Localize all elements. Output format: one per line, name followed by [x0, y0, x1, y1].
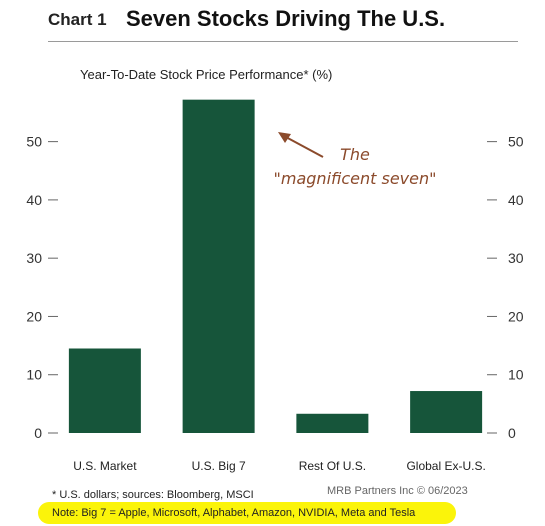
note-text: Note: Big 7 = Apple, Microsoft, Alphabet…: [52, 507, 416, 519]
category-label: U.S. Big 7: [192, 459, 246, 473]
header-divider: [48, 41, 518, 42]
bar-rest-of-u-s: [296, 413, 369, 433]
category-label: Global Ex-U.S.: [406, 459, 485, 473]
annotation-arrow-shaft: [283, 135, 324, 158]
annotation-text: The "magnificent seven": [270, 143, 440, 191]
left-tick-label: 50: [26, 134, 42, 150]
right-tick-label: 10: [508, 367, 524, 383]
annotation-arrow-group: [278, 132, 324, 158]
right-tick-label: 40: [508, 192, 524, 208]
annotation-line-2: "magnificent seven": [273, 169, 437, 188]
left-tick-label: 20: [26, 308, 42, 324]
right-tick-label: 50: [508, 134, 524, 150]
bars-group: [68, 99, 483, 433]
chart-number-label: Chart 1: [48, 10, 107, 29]
chart-subtitle: Year-To-Date Stock Price Performance* (%…: [80, 67, 333, 82]
annotation-arrow-head: [278, 132, 291, 143]
bar-u-s-big-7: [182, 99, 255, 433]
left-tick-label: 0: [34, 425, 42, 441]
chart-title: Seven Stocks Driving The U.S.: [126, 6, 446, 31]
category-label: U.S. Market: [73, 459, 137, 473]
right-tick-label: 30: [508, 250, 524, 266]
x-axis-labels: U.S. Market U.S. Big 7 Rest Of U.S. Global …: [73, 459, 486, 473]
right-tick-label: 20: [508, 308, 524, 324]
note-highlight: [38, 502, 456, 524]
left-tick-label: 40: [26, 192, 42, 208]
left-tick-label: 10: [26, 367, 42, 383]
annotation-line-1: The: [340, 145, 370, 164]
footnote: * U.S. dollars; sources: Bloomberg, MSCI: [52, 489, 254, 501]
left-tick-label: 30: [26, 250, 42, 266]
right-axis: 0 10 20 30 40 50: [487, 134, 524, 441]
bar-global-ex-u-s: [410, 391, 483, 433]
source-credit: MRB Partners Inc © 06/2023: [327, 485, 468, 497]
left-axis: 0 10 20 30 40 50: [26, 134, 58, 441]
category-label: Rest Of U.S.: [299, 459, 366, 473]
right-tick-label: 0: [508, 425, 516, 441]
bar-u-s-market: [68, 348, 141, 433]
